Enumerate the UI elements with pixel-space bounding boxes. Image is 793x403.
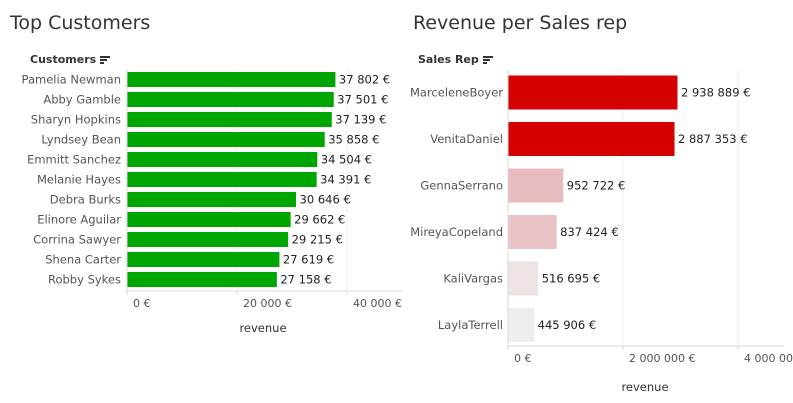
category-label: Robby Sykes [48, 273, 121, 287]
data-label: 37 802 € [339, 73, 390, 87]
data-label: 27 619 € [283, 253, 334, 267]
category-label: Abby Gamble [43, 93, 121, 107]
data-label: 35 858 € [328, 133, 379, 147]
data-label: 445 906 € [538, 318, 597, 332]
data-label: 30 646 € [300, 193, 351, 207]
sales-rep-field-header[interactable]: Sales Rep [418, 53, 493, 66]
sort-descending-icon[interactable] [100, 55, 111, 64]
category-label: Corrina Sawyer [33, 233, 121, 247]
top-customers-chart: Pamelia Newman 37 802 € Abby Gamble 37 501 … [22, 69, 402, 335]
data-label: 952 722 € [567, 179, 626, 193]
category-label: Lyndsey Bean [41, 133, 121, 147]
bar [127, 192, 297, 207]
x-tick-label: 0 € [514, 352, 532, 365]
x-axis-label: revenue [621, 380, 668, 394]
sales-rep-header-label: Sales Rep [418, 53, 479, 66]
data-label: 29 215 € [292, 233, 343, 247]
customers-header-label: Customers [30, 53, 97, 66]
bar [127, 112, 332, 127]
category-label: Debra Burks [50, 193, 121, 207]
bar [127, 212, 291, 227]
data-label: 34 391 € [320, 173, 371, 187]
bar [508, 308, 535, 342]
bar [508, 75, 678, 110]
category-label: Shena Carter [45, 253, 121, 267]
data-label: 2 887 353 € [678, 132, 748, 146]
data-label: 516 695 € [542, 272, 601, 286]
data-label: 37 139 € [335, 113, 386, 127]
category-label: Melanie Hayes [37, 173, 121, 187]
category-label: LaylaTerrell [438, 318, 503, 332]
x-tick-label: 2 000 000 € [629, 352, 695, 365]
bar [127, 272, 277, 287]
category-label: Emmitt Sanchez [27, 153, 121, 167]
data-label: 34 504 € [321, 153, 372, 167]
data-label: 2 938 889 € [681, 86, 751, 100]
bar [127, 152, 318, 167]
top-customers-title: Top Customers [10, 12, 151, 34]
category-label: Elinore Aguilar [37, 213, 121, 227]
category-label: Pamelia Newman [22, 73, 121, 87]
category-label: MireyaCopeland [410, 225, 503, 239]
sort-descending-icon[interactable] [482, 55, 493, 64]
x-tick-label: 20 000 € [243, 297, 292, 310]
bar [127, 232, 289, 247]
bar [127, 92, 334, 107]
bar [127, 132, 325, 147]
bar [127, 72, 336, 87]
bar [508, 215, 557, 249]
data-label: 29 662 € [294, 213, 345, 227]
data-label: 37 501 € [337, 93, 388, 107]
bar [127, 172, 317, 187]
category-label: KaliVargas [443, 272, 503, 286]
x-tick-label: 40 000 € [353, 297, 402, 310]
bar [508, 122, 675, 156]
data-label: 27 158 € [280, 273, 331, 287]
bar [127, 252, 280, 267]
category-label: MarceleneBoyer [410, 86, 503, 100]
category-label: VenitaDaniel [430, 132, 503, 146]
revenue-per-sales-rep-title: Revenue per Sales rep [413, 12, 628, 34]
x-tick-label: 4 000 000 € [744, 352, 793, 365]
customers-field-header[interactable]: Customers [30, 53, 111, 66]
data-label: 837 424 € [560, 225, 619, 239]
bar [508, 168, 564, 203]
x-tick-label: 0 € [133, 297, 151, 310]
category-label: Sharyn Hopkins [31, 113, 121, 127]
category-label: GennaSerrano [420, 179, 503, 193]
x-axis-label: revenue [239, 321, 286, 335]
bar [508, 261, 539, 296]
